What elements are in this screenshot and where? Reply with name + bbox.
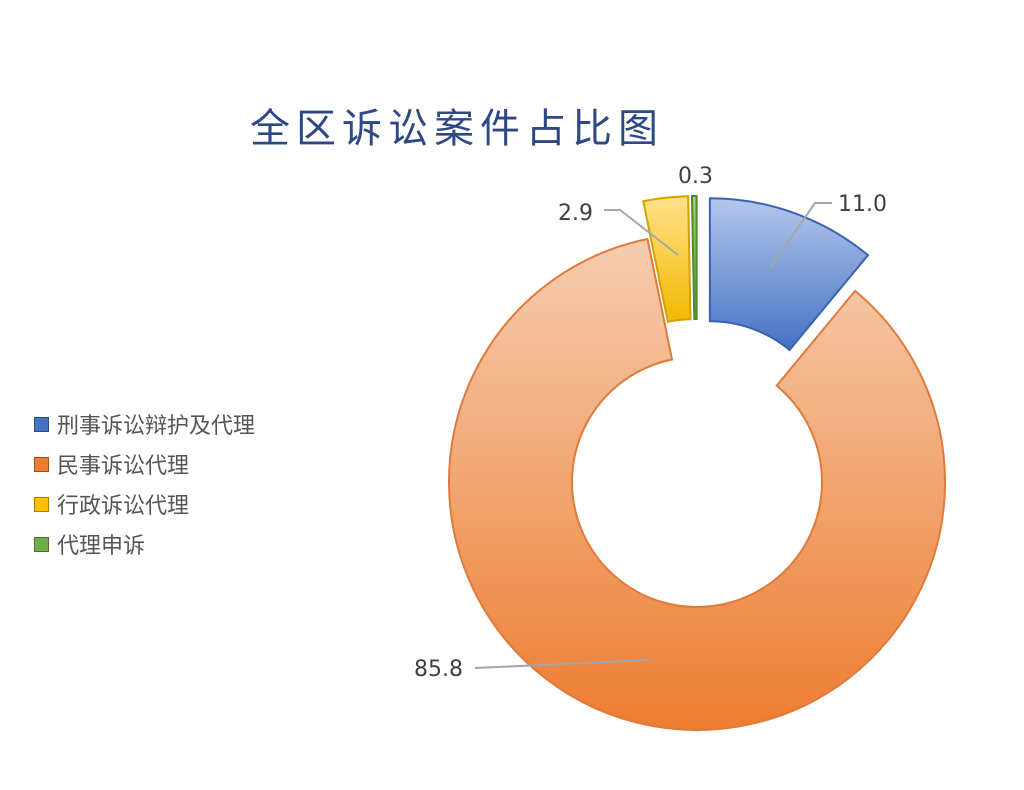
data-label: 11.0 — [838, 192, 887, 217]
chart-title: 全区诉讼案件占比图 — [250, 106, 664, 152]
legend-swatch — [34, 496, 49, 512]
legend-swatch — [34, 456, 49, 472]
legend: 刑事诉讼辩护及代理 民事诉讼代理 行政诉讼代理 代理申诉 — [34, 404, 255, 564]
legend-label: 刑事诉讼辩护及代理 — [57, 414, 256, 439]
donut-slice — [690, 195, 698, 321]
legend-label: 民事诉讼代理 — [57, 454, 190, 479]
legend-item: 行政诉讼代理 — [34, 484, 255, 524]
data-label: 85.8 — [414, 657, 463, 682]
leader-line — [769, 202, 832, 269]
legend-swatch — [34, 416, 49, 432]
leader-line — [474, 659, 651, 669]
leader-line — [604, 209, 679, 256]
legend-item: 民事诉讼代理 — [34, 444, 255, 484]
donut-slice — [708, 197, 870, 352]
legend-item: 代理申诉 — [34, 524, 255, 564]
legend-item: 刑事诉讼辩护及代理 — [34, 404, 255, 444]
donut-slice — [642, 195, 692, 323]
legend-swatch — [34, 536, 49, 552]
donut-slice — [448, 237, 946, 731]
data-label: 0.3 — [678, 164, 713, 189]
legend-label: 行政诉讼代理 — [57, 494, 190, 519]
data-label: 2.9 — [558, 201, 593, 226]
legend-label: 代理申诉 — [57, 534, 146, 559]
